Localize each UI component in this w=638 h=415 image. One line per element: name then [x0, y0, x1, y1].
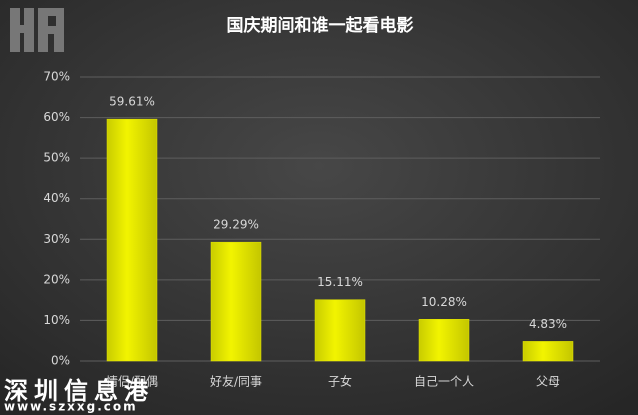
- y-tick-label: 10%: [43, 313, 70, 327]
- bar: [106, 118, 158, 362]
- bar: [314, 299, 366, 362]
- x-tick-label: 子女: [328, 374, 352, 389]
- y-tick-label: 50%: [43, 151, 70, 165]
- value-label: 59.61%: [109, 95, 155, 109]
- logo: [10, 8, 64, 52]
- value-label: 15.11%: [317, 275, 363, 289]
- value-label: 10.28%: [421, 295, 467, 309]
- watermark-url: www.szxxg.com: [4, 400, 138, 414]
- value-label: 4.83%: [529, 317, 567, 331]
- y-tick-label: 40%: [43, 191, 70, 205]
- bar: [418, 319, 470, 362]
- x-tick-label: 自己一个人: [414, 375, 474, 389]
- value-label: 29.29%: [213, 218, 259, 232]
- bar: [522, 341, 574, 362]
- bar: [210, 241, 262, 362]
- y-tick-label: 60%: [43, 110, 70, 124]
- x-tick-label: 好友/同事: [210, 375, 262, 389]
- y-tick-label: 30%: [43, 232, 70, 246]
- x-tick-label: 父母: [536, 375, 560, 389]
- y-tick-label: 20%: [43, 272, 70, 286]
- chart-title: 国庆期间和谁一起看电影: [227, 15, 414, 36]
- x-tick-label: 情侣/配偶: [106, 374, 158, 389]
- y-tick-label: 0%: [51, 354, 70, 368]
- watermark-name: 深圳信息港: [4, 377, 154, 405]
- y-tick-label: 70%: [43, 70, 70, 84]
